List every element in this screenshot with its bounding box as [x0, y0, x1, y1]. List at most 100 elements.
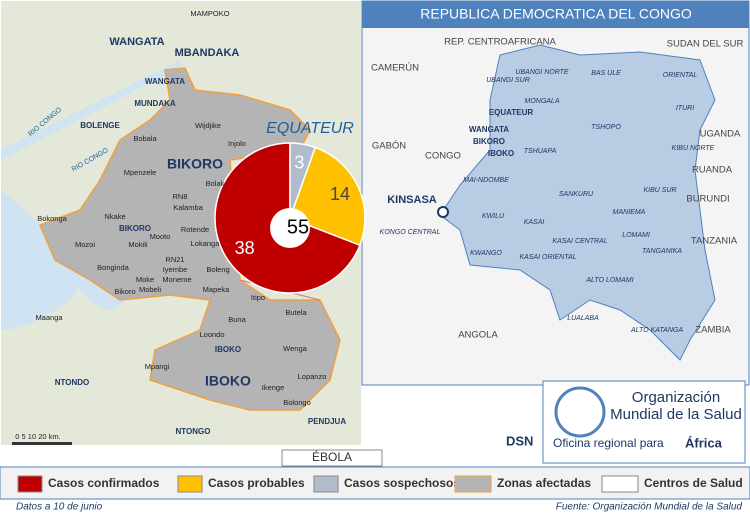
slice-label: 3 [294, 153, 304, 173]
map-label: Bobala [133, 134, 157, 143]
inset-label: GABÓN [372, 141, 406, 152]
map-label: 0 5 10 20 km. [15, 432, 60, 441]
total-label: 55 [287, 216, 309, 238]
pie-slice [289, 146, 366, 247]
inset-label: KWILU [482, 213, 505, 220]
map-label: Lopanzo [298, 372, 327, 381]
who-emblem [554, 386, 606, 438]
inset-label: KWANGO [470, 250, 502, 257]
map-label: Mpangi [145, 362, 170, 371]
map-label: Ikenge [262, 383, 285, 392]
inset-label: TANZANIA [691, 236, 738, 247]
map-label: BOLENGE [80, 121, 120, 130]
map-label: Mokili [128, 240, 148, 249]
inset-label: WANGATA [469, 125, 509, 134]
inset-label: KONGO CENTRAL [380, 229, 441, 236]
map-label: Maanga [35, 313, 63, 322]
map-label: Boleng [206, 265, 229, 274]
inset-title-bar [362, 1, 749, 28]
inset-label: LUALABA [567, 315, 599, 322]
date-note: Datos a 10 de junio [16, 502, 103, 513]
title-box [281, 449, 383, 467]
inset-label: MAI-NDOMBE [463, 177, 509, 184]
source: Fuente: Organización Mundial de la Salud [556, 502, 743, 513]
map-label: Butela [285, 308, 307, 317]
inset-label: TANGANIKA [642, 248, 682, 255]
map-label: IBOKO [205, 373, 251, 389]
inset-label: TSHOPO [591, 124, 621, 131]
map-label: BIKORO [119, 224, 151, 233]
inset-label: MONGALA [524, 98, 559, 105]
legend-label: Casos probables [208, 476, 305, 490]
inset-label: CAMERÚN [371, 63, 419, 74]
inset-label: EQUATEUR [489, 108, 534, 117]
map-label: IBOKO [215, 345, 241, 354]
map-label: Buna [228, 315, 246, 324]
inset-label: SUDAN DEL SUR [667, 39, 744, 50]
who-region: África [685, 435, 723, 450]
inset-label: KASAI ORIENTAL [519, 254, 576, 261]
map-label: RN8 [172, 192, 187, 201]
map-label: Moneme [162, 275, 191, 284]
map-label: Mozoi [75, 240, 95, 249]
inset-label: ORIENTAL [663, 72, 698, 79]
inset-label: SANKURU [559, 191, 594, 198]
inset-label: IBOKO [488, 149, 514, 158]
legend-swatch [601, 475, 639, 493]
map-label: Injolo [228, 139, 246, 148]
slice-label: 14 [330, 184, 350, 204]
map-label: MBANDAKA [175, 47, 240, 59]
map-label: Mapeka [203, 285, 231, 294]
legend-label: Zonas afectadas [497, 476, 591, 490]
map-label: EQUATEUR [266, 120, 354, 137]
inset-label: ALTO KATANGA [630, 327, 683, 334]
inset-label: ANGOLA [458, 330, 498, 341]
map-label: Bolak [206, 179, 225, 188]
map-label: Bolongo [283, 398, 311, 407]
legend-label: Casos confirmados [48, 476, 160, 490]
donut-chart: 38 14 3 55 [214, 142, 366, 294]
map-label: Lokanga [191, 239, 221, 248]
map-label: Kalamba [173, 203, 203, 212]
inset-label: ALTO LOMAMI [585, 277, 633, 284]
inset-label: CONGO [425, 151, 461, 162]
scale-bar [12, 442, 72, 445]
map-label: Bikoro [114, 287, 135, 296]
who-name: Organización [632, 389, 720, 406]
map-label: NTONDO [55, 378, 90, 387]
legend-swatch [17, 475, 43, 493]
river [1, 190, 78, 330]
donut-hole [270, 208, 310, 248]
inset-label: KIBU SUR [643, 187, 676, 194]
inset-label: UBANGI SUR [486, 77, 530, 84]
dsn-logo: DSN [506, 433, 533, 448]
legend-swatch [454, 475, 492, 493]
inset-label: KASAI [524, 219, 545, 226]
map-label: Bokonga [37, 214, 67, 223]
map-label: Moke [136, 275, 154, 284]
map-label: PENDJUA [308, 417, 346, 426]
inset-label: LOMAMI [622, 232, 650, 239]
map-label: MAMPOKO [190, 9, 229, 18]
inset-label: KINSASA [387, 194, 437, 206]
inset-label: UGANDA [700, 129, 741, 140]
inset-label: RUANDA [692, 165, 733, 176]
legend-label: Casos sospechosos [344, 476, 460, 490]
inset-label: ZAMBIA [695, 325, 731, 336]
map-label: WANGATA [145, 77, 185, 86]
map-label: Wijdjike [195, 121, 221, 130]
inset-label: BIKORO [473, 137, 505, 146]
map-label: WANGATA [109, 36, 164, 48]
map-label: Itipo [251, 293, 265, 302]
legend-swatch [177, 475, 203, 493]
legend-bar [0, 466, 750, 500]
inset-label: UBANGI NORTE [515, 69, 568, 76]
map-label: RN21 [165, 255, 184, 264]
map-label: Wenga [283, 344, 307, 353]
map-label: Mooto [150, 232, 171, 241]
inset-label: BURUNDI [686, 194, 729, 205]
inset-label: MANIEMA [613, 209, 646, 216]
pie-slice [289, 142, 317, 219]
inset-label: KIBU NORTE [672, 145, 715, 152]
map-label: Mpenzele [124, 168, 157, 177]
